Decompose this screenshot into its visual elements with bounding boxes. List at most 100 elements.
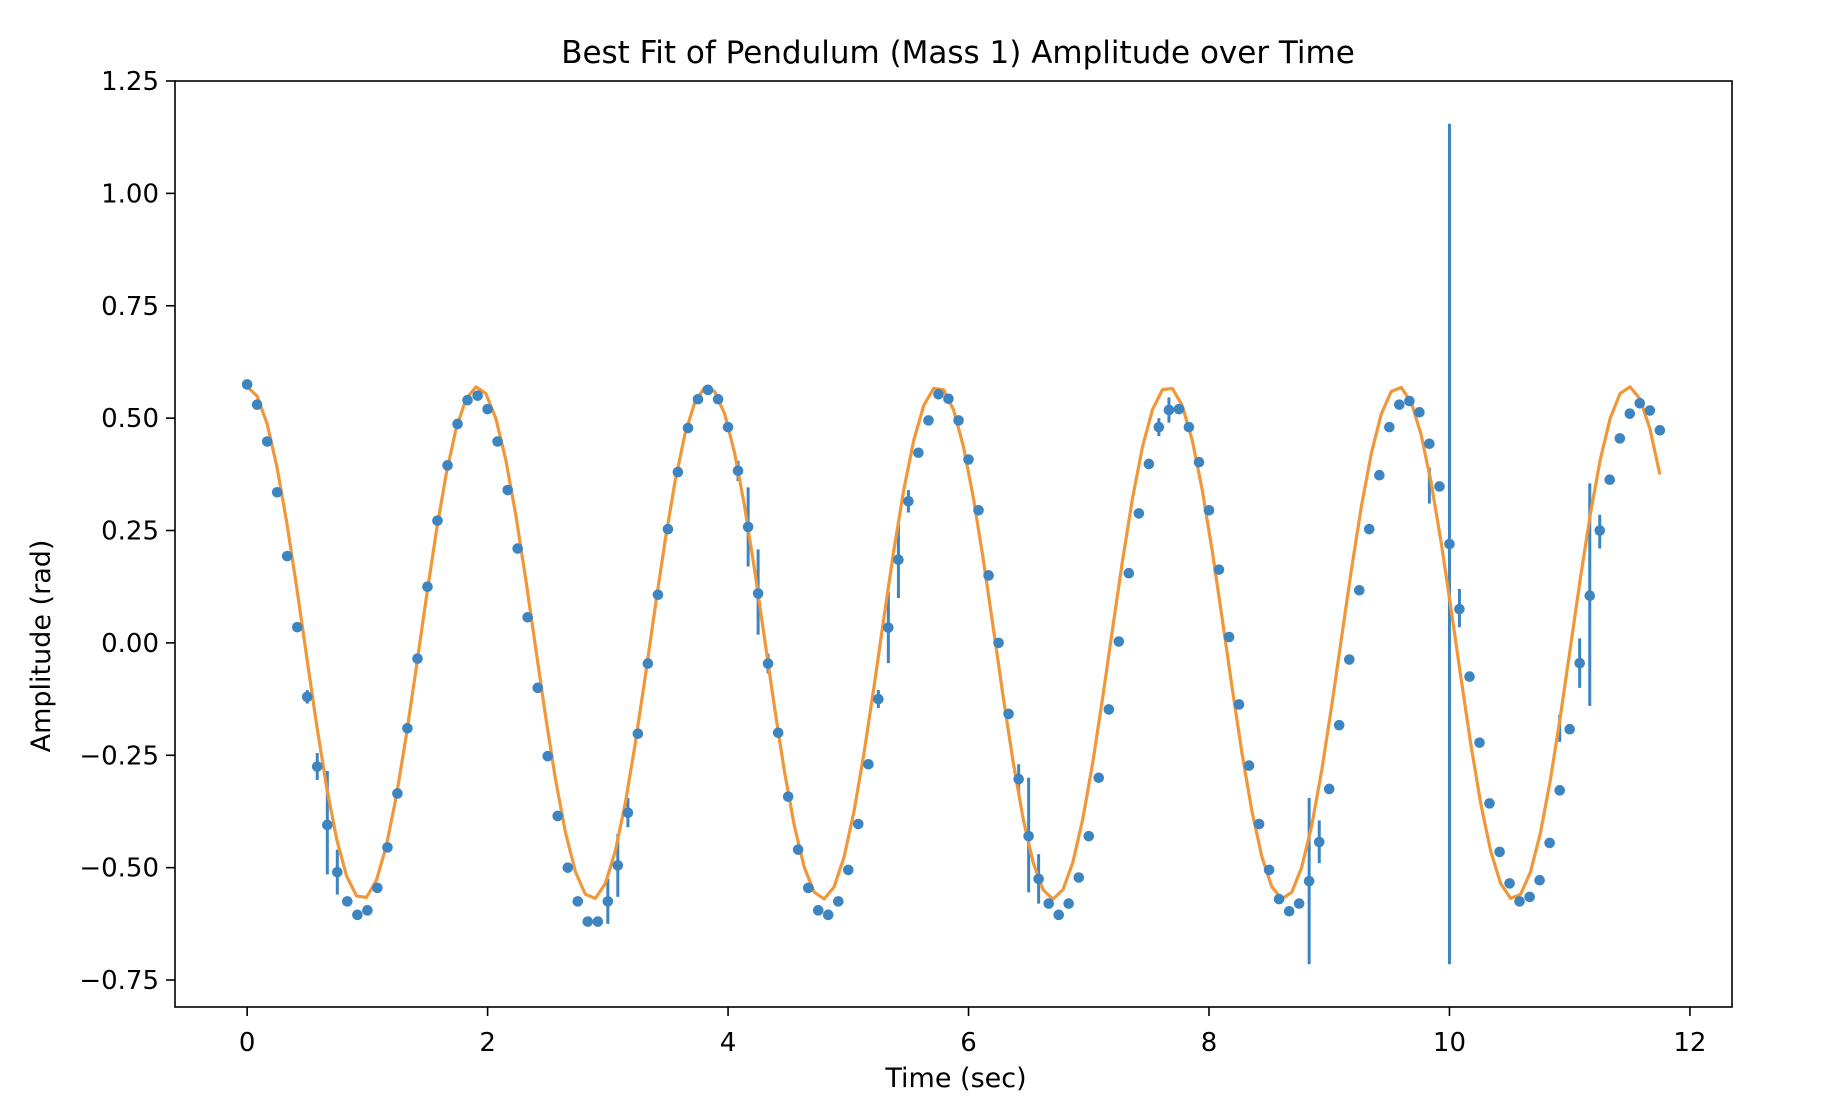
data-point: [1604, 474, 1616, 486]
data-point: [852, 818, 864, 830]
axes-frame: [174, 80, 1733, 1008]
data-point: [382, 842, 393, 853]
data-point: [432, 515, 443, 526]
data-point: [1293, 898, 1305, 909]
data-point: [452, 418, 463, 430]
data-point: [1644, 405, 1656, 416]
data-point: [442, 460, 453, 471]
data-point: [953, 415, 964, 426]
data-point: [943, 393, 954, 405]
data-point: [1614, 433, 1626, 444]
data-point: [522, 611, 533, 623]
data-point: [752, 588, 764, 599]
data-point: [1514, 896, 1525, 907]
y-axis-label: Amplitude (rad): [26, 540, 57, 753]
data-point: [1484, 798, 1495, 809]
data-point: [1634, 398, 1646, 409]
data-point: [392, 788, 403, 799]
data-point: [402, 723, 413, 734]
data-point: [1554, 785, 1566, 796]
data-point: [482, 403, 493, 415]
data-point: [1183, 421, 1195, 433]
data-point: [913, 447, 924, 459]
data-point: [1103, 704, 1115, 715]
data-point: [1404, 395, 1415, 407]
data-point: [271, 487, 283, 498]
data-point: [1203, 504, 1215, 516]
data-point: [1123, 567, 1135, 579]
data-point: [1384, 421, 1395, 433]
data-point: [1273, 893, 1285, 905]
data-point: [732, 465, 744, 477]
data-point: [662, 523, 674, 535]
x-tick-label: 12: [1673, 1028, 1706, 1058]
data-point: [833, 896, 844, 907]
data-point: [1193, 456, 1205, 468]
data-point: [993, 637, 1004, 649]
data-point: [722, 421, 734, 433]
data-point: [1113, 636, 1125, 647]
data-point: [1564, 723, 1575, 735]
data-point: [1333, 719, 1345, 731]
axes: 0 2 4 6 8 10 12 1.25 1.00 0.75 0.50 0.25 0.00 −0.25 −0…: [79, 67, 1733, 1058]
data-point: [1313, 836, 1325, 848]
x-tick-label: 8: [1201, 1028, 1218, 1058]
data-point: [923, 415, 934, 426]
data-point: [1223, 631, 1235, 643]
data-point: [822, 909, 834, 921]
data-point: [362, 905, 373, 916]
data-point: [512, 543, 523, 554]
x-tick-label: 6: [960, 1028, 977, 1058]
data-point: [1023, 830, 1034, 842]
data-point: [1263, 864, 1275, 876]
data-point: [1003, 708, 1014, 720]
data-point: [1574, 657, 1585, 669]
data-point: [562, 862, 574, 873]
data-point: [1233, 699, 1245, 710]
data-point: [983, 570, 994, 581]
x-tick-label: 10: [1433, 1028, 1466, 1058]
data-point: [341, 896, 353, 907]
y-tick-label: −0.75: [79, 966, 159, 996]
data-point: [1013, 773, 1024, 785]
data-point: [492, 436, 503, 447]
data-point: [742, 521, 754, 533]
data-point: [462, 394, 473, 406]
data-point: [672, 466, 684, 478]
data-point: [622, 807, 634, 819]
data-point: [1143, 458, 1155, 470]
data-point: [1253, 818, 1265, 830]
data-point: [682, 422, 694, 434]
data-point: [893, 554, 904, 566]
data-point: [812, 905, 824, 916]
data-point: [1494, 846, 1505, 858]
data-point: [311, 761, 323, 772]
data-point: [1063, 898, 1074, 909]
data-point: [281, 550, 293, 562]
data-point: [712, 393, 724, 405]
data-point: [1243, 760, 1255, 771]
data-point: [1444, 538, 1455, 550]
data-point: [1654, 424, 1666, 436]
data-point: [1584, 590, 1596, 601]
data-point: [542, 750, 554, 762]
data-point: [602, 896, 614, 907]
data-point: [291, 621, 303, 633]
data-point: [592, 916, 604, 927]
data-point: [1043, 898, 1055, 909]
data-point: [1053, 909, 1065, 921]
data-point: [1093, 772, 1105, 784]
data-point: [1474, 737, 1485, 748]
data-point: [332, 866, 343, 878]
data-point: [1363, 523, 1375, 535]
data-point: [241, 379, 253, 390]
data-point: [1323, 783, 1335, 795]
data-point: [502, 484, 513, 496]
data-point: [532, 682, 544, 694]
data-point: [322, 819, 333, 831]
y-tick-label: 1.00: [101, 179, 159, 209]
data-point: [1454, 603, 1465, 615]
data-point: [642, 658, 654, 669]
